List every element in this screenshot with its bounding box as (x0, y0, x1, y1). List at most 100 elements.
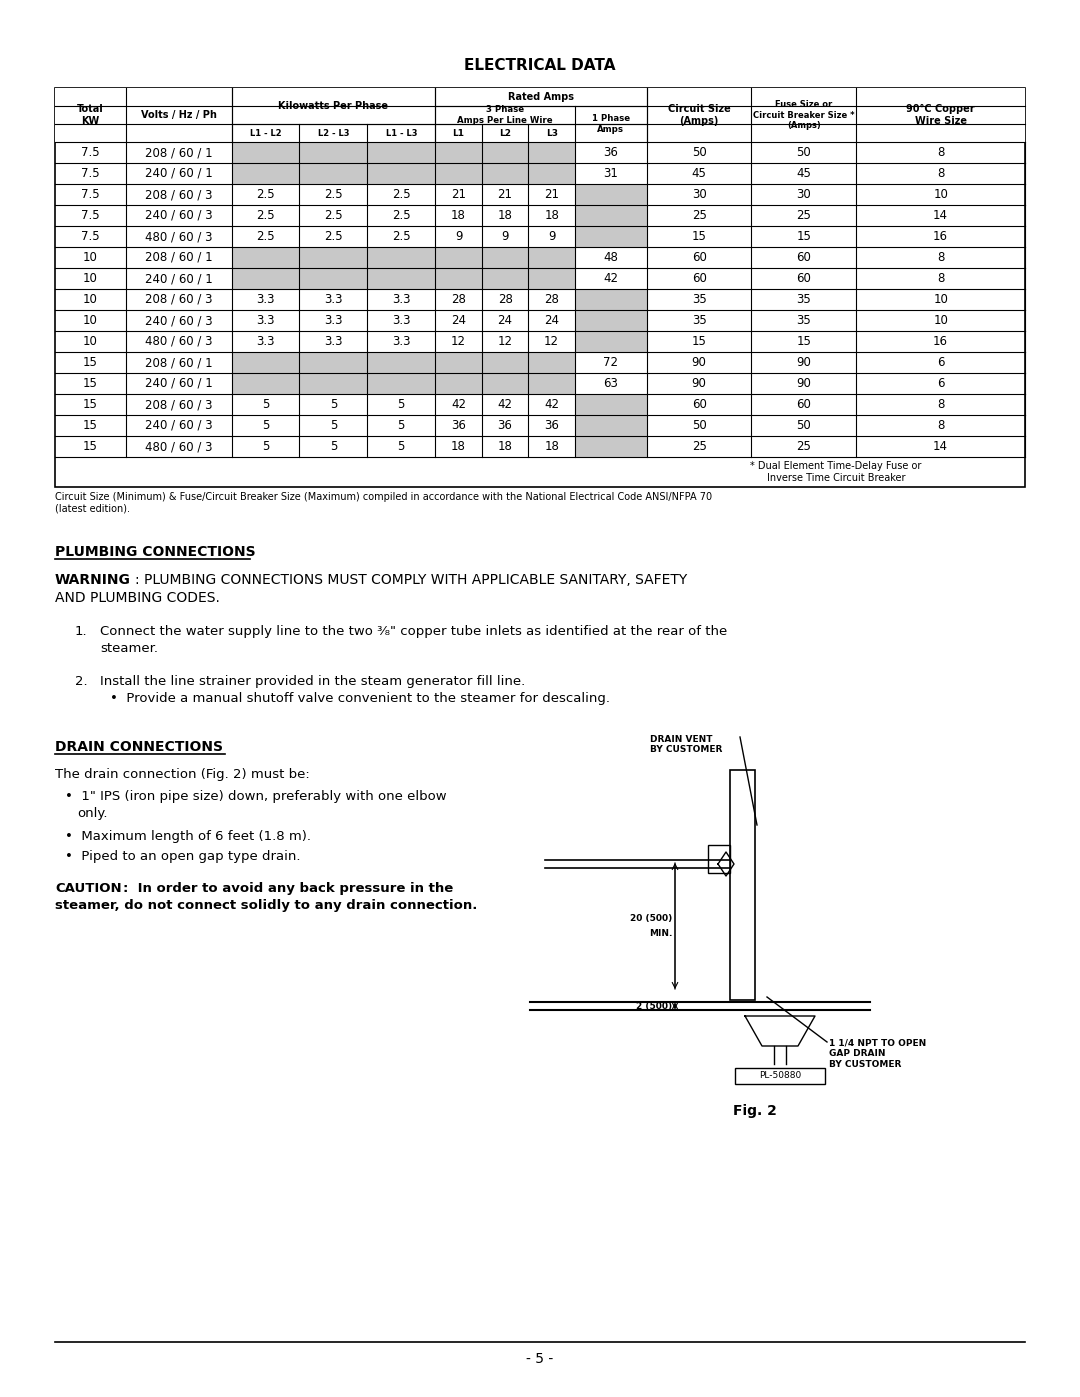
Text: 5: 5 (329, 440, 337, 453)
Bar (231, 373, 575, 394)
Text: 1.: 1. (75, 624, 87, 638)
Text: 240 / 60 / 1: 240 / 60 / 1 (145, 272, 213, 285)
Text: Install the line strainer provided in the steam generator fill line.: Install the line strainer provided in th… (100, 675, 525, 687)
Text: 208 / 60 / 3: 208 / 60 / 3 (145, 189, 213, 201)
Text: Circuit Size (Minimum) & Fuse/Circuit Breaker Size (Maximum) compiled in accorda: Circuit Size (Minimum) & Fuse/Circuit Br… (55, 492, 712, 514)
Text: 8: 8 (937, 419, 944, 432)
Bar (575, 394, 647, 415)
Text: 21: 21 (451, 189, 467, 201)
Bar (231, 268, 575, 289)
Text: 42: 42 (451, 398, 467, 411)
Text: 2.5: 2.5 (256, 189, 274, 201)
Text: 72: 72 (604, 356, 619, 369)
Bar (231, 142, 575, 163)
Text: 6: 6 (936, 377, 944, 390)
Text: 480 / 60 / 3: 480 / 60 / 3 (145, 440, 213, 453)
Text: 45: 45 (691, 168, 706, 180)
Text: Kilowatts Per Phase: Kilowatts Per Phase (279, 101, 389, 110)
Text: 15: 15 (83, 398, 98, 411)
Text: 2.5: 2.5 (392, 210, 410, 222)
Text: AND PLUMBING CODES.: AND PLUMBING CODES. (55, 591, 220, 605)
Text: : PLUMBING CONNECTIONS MUST COMPLY WITH APPLICABLE SANITARY, SAFETY: : PLUMBING CONNECTIONS MUST COMPLY WITH … (135, 573, 687, 587)
Text: 18: 18 (498, 210, 513, 222)
Text: 15: 15 (691, 231, 706, 243)
Text: 5: 5 (329, 398, 337, 411)
Text: 15: 15 (83, 440, 98, 453)
Text: •  Piped to an open gap type drain.: • Piped to an open gap type drain. (65, 849, 300, 863)
Text: L1 - L3: L1 - L3 (386, 129, 417, 137)
Text: 25: 25 (691, 440, 706, 453)
Text: 10: 10 (83, 293, 98, 306)
Text: 60: 60 (796, 251, 811, 264)
Text: 10: 10 (83, 272, 98, 285)
Text: The drain connection (Fig. 2) must be:: The drain connection (Fig. 2) must be: (55, 768, 310, 781)
Text: 90: 90 (796, 356, 811, 369)
Text: 35: 35 (796, 314, 811, 327)
Bar (575, 226, 647, 247)
Text: WARNING: WARNING (55, 573, 131, 587)
Text: 36: 36 (498, 419, 513, 432)
Text: L1: L1 (453, 129, 464, 137)
Text: 90°C Copper
Wire Size: 90°C Copper Wire Size (906, 105, 975, 126)
Text: 60: 60 (691, 251, 706, 264)
Text: 9: 9 (548, 231, 555, 243)
Text: Circuit Size
(Amps): Circuit Size (Amps) (667, 105, 730, 126)
Bar (231, 163, 575, 184)
Polygon shape (745, 1016, 815, 1046)
Text: 10: 10 (83, 335, 98, 348)
Bar (55, 88, 1025, 142)
Text: •  Maximum length of 6 feet (1.8 m).: • Maximum length of 6 feet (1.8 m). (65, 830, 311, 842)
Text: 5: 5 (261, 419, 269, 432)
Text: 240 / 60 / 3: 240 / 60 / 3 (145, 419, 213, 432)
Text: 5: 5 (397, 440, 405, 453)
Text: 10: 10 (933, 314, 948, 327)
Text: 5: 5 (397, 398, 405, 411)
Text: 63: 63 (604, 377, 618, 390)
Text: 25: 25 (691, 210, 706, 222)
Text: 208 / 60 / 1: 208 / 60 / 1 (145, 356, 213, 369)
Text: 42: 42 (604, 272, 619, 285)
Text: 208 / 60 / 1: 208 / 60 / 1 (145, 251, 213, 264)
Text: 3.3: 3.3 (256, 335, 274, 348)
Text: 3.3: 3.3 (392, 314, 410, 327)
Text: 60: 60 (691, 272, 706, 285)
Text: 480 / 60 / 3: 480 / 60 / 3 (145, 335, 213, 348)
Bar (231, 247, 575, 268)
Bar (575, 310, 647, 331)
Text: 14: 14 (933, 210, 948, 222)
Text: :  In order to avoid any back pressure in the: : In order to avoid any back pressure in… (123, 882, 454, 895)
Text: 8: 8 (937, 168, 944, 180)
Text: 35: 35 (691, 293, 706, 306)
Text: 2.5: 2.5 (256, 210, 274, 222)
Bar (231, 352, 575, 373)
Text: 2.5: 2.5 (324, 231, 342, 243)
Text: 42: 42 (498, 398, 513, 411)
Text: 18: 18 (544, 210, 559, 222)
Text: 36: 36 (451, 419, 465, 432)
Text: 15: 15 (83, 356, 98, 369)
Text: 45: 45 (796, 168, 811, 180)
Text: 28: 28 (451, 293, 465, 306)
Text: 12: 12 (451, 335, 467, 348)
Text: 30: 30 (796, 189, 811, 201)
Text: 8: 8 (937, 251, 944, 264)
Text: Fig. 2: Fig. 2 (733, 1104, 777, 1118)
Text: 25: 25 (796, 440, 811, 453)
Text: 16: 16 (933, 231, 948, 243)
Text: 2.5: 2.5 (392, 189, 410, 201)
Text: 2 (500): 2 (500) (636, 1002, 672, 1010)
Text: 24: 24 (498, 314, 513, 327)
Text: 18: 18 (544, 440, 559, 453)
Bar (575, 436, 647, 457)
Text: PLUMBING CONNECTIONS: PLUMBING CONNECTIONS (55, 545, 256, 559)
Bar (708, 845, 730, 873)
Text: 240 / 60 / 3: 240 / 60 / 3 (145, 314, 213, 327)
Text: 208 / 60 / 3: 208 / 60 / 3 (145, 398, 213, 411)
Text: 8: 8 (937, 272, 944, 285)
Text: 7.5: 7.5 (81, 147, 99, 159)
Text: 15: 15 (796, 335, 811, 348)
Text: 240 / 60 / 3: 240 / 60 / 3 (145, 210, 213, 222)
Text: 15: 15 (83, 377, 98, 390)
Text: 90: 90 (691, 356, 706, 369)
Text: 5: 5 (261, 398, 269, 411)
